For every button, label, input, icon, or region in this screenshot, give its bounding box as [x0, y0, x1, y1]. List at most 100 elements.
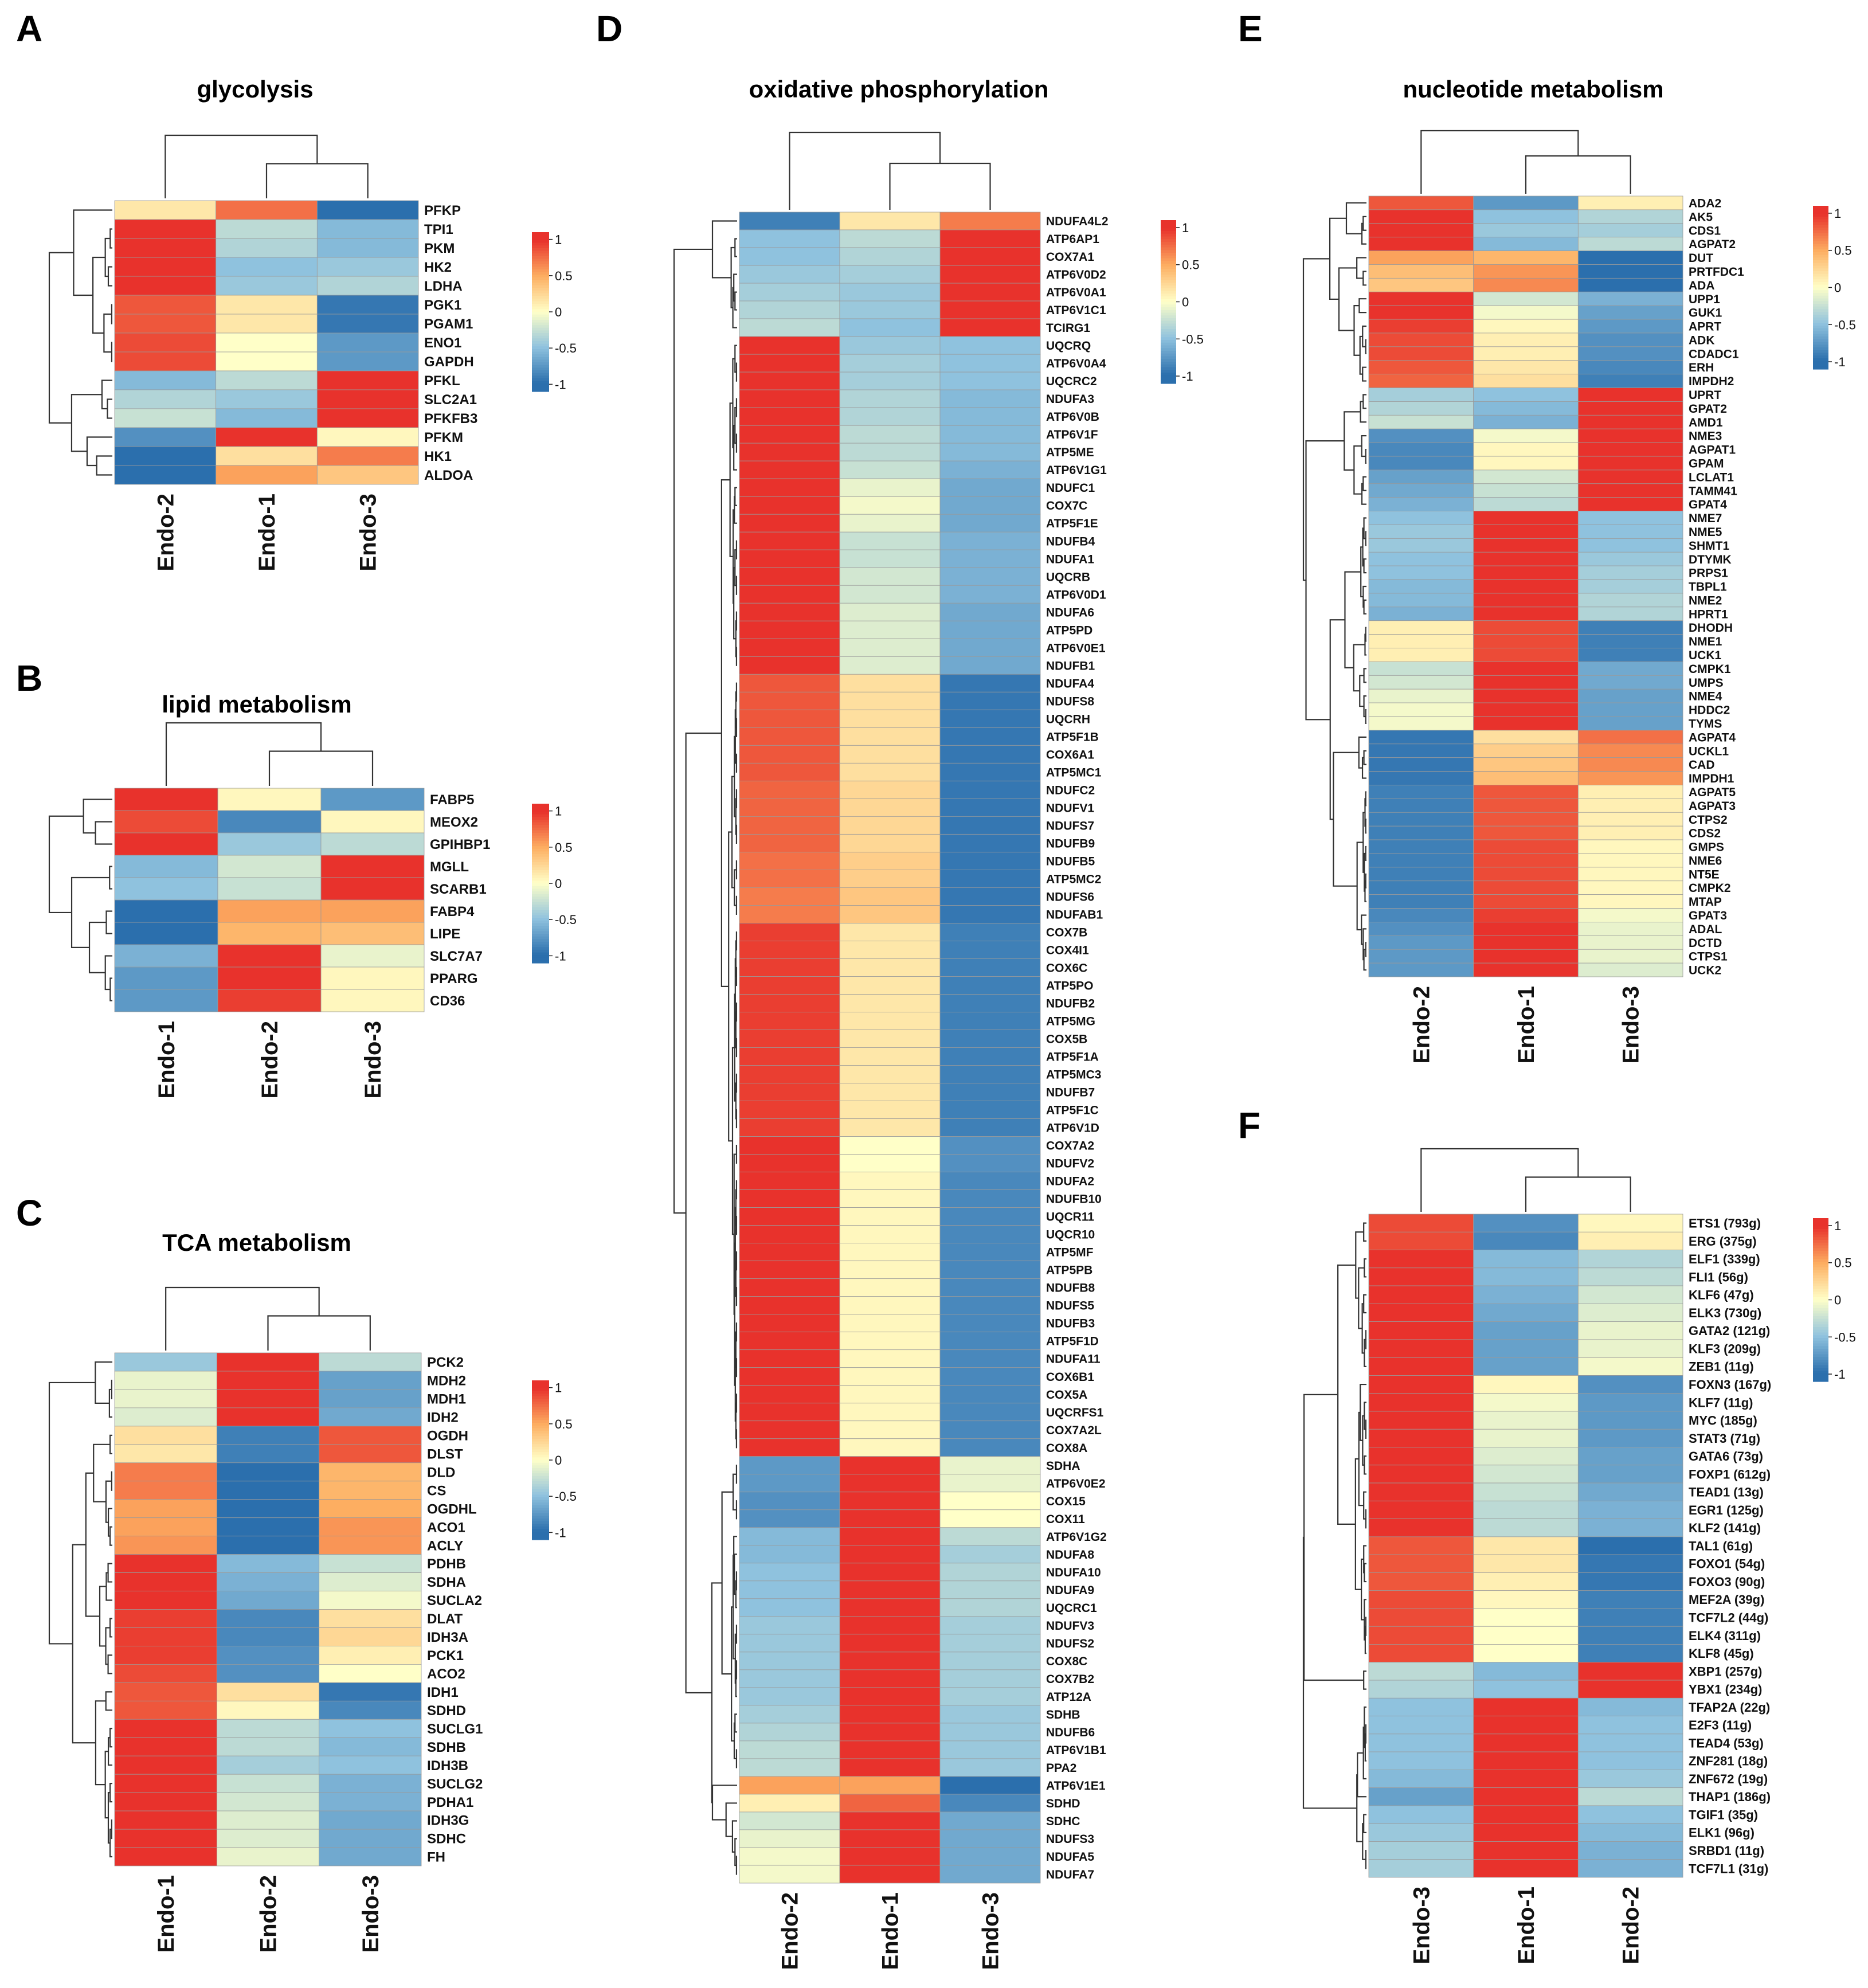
heatmap-cell: [1473, 620, 1579, 635]
row-dendrogram-branch: [1305, 440, 1345, 721]
heatmap-cell: [739, 1278, 840, 1297]
legend-swatch: [532, 349, 549, 353]
heatmap-cell: [216, 238, 318, 258]
legend-swatch: [1813, 287, 1828, 291]
heatmap-cell: [319, 1426, 422, 1445]
heatmap-cell: [216, 1774, 320, 1793]
heatmap-cell: [839, 1474, 941, 1493]
legend-swatch: [532, 1518, 549, 1522]
legend-swatch: [532, 891, 549, 895]
legend-swatch: [532, 359, 549, 363]
column-labels: Endo-1 Endo-2 Endo-3: [154, 1021, 386, 1099]
heatmap-cell: [839, 674, 941, 692]
heatmap-cell: [939, 709, 1041, 728]
heatmap-cell: [739, 620, 840, 639]
row-label: COX7B2: [1046, 1673, 1094, 1686]
row-label: LDHA: [424, 279, 463, 294]
panel-title: TCA metabolism: [162, 1229, 351, 1256]
row-dendrogram-branch: [735, 691, 737, 729]
row-label: ATP6V1C1: [1046, 304, 1106, 317]
row-label: AGPAT2: [1689, 238, 1736, 251]
heatmap-cell: [939, 1811, 1041, 1830]
row-dendrogram-branch: [96, 455, 112, 476]
legend-swatch: [1813, 233, 1828, 236]
heatmap-cell: [739, 247, 840, 266]
heatmap-cell: [114, 408, 217, 428]
heatmap-cell: [839, 1811, 941, 1830]
legend-swatch: [1813, 219, 1828, 223]
heatmap-cell: [316, 257, 419, 277]
legend-swatch: [1161, 345, 1176, 349]
row-label: ADA: [1689, 279, 1715, 292]
heatmap-cell: [114, 295, 217, 315]
row-label: ATP6V0B: [1046, 410, 1099, 424]
col-dendrogram-branch: [165, 1286, 320, 1351]
heatmap-cell: [1368, 360, 1474, 375]
legend-tick-label: -0.5: [1182, 332, 1204, 346]
heatmap-cell: [1577, 1680, 1683, 1699]
legend-swatch: [532, 894, 549, 897]
heatmap-cell: [939, 460, 1041, 479]
legend-swatch: [532, 1452, 549, 1455]
legend-tick-label: 0: [555, 305, 562, 319]
legend-swatch: [1813, 1324, 1828, 1328]
heatmap-cell: [739, 1385, 840, 1404]
row-label: IMPDH1: [1689, 772, 1734, 785]
heatmap-cell: [939, 1474, 1041, 1493]
heatmap-cell: [839, 514, 941, 533]
heatmap-cell: [114, 314, 217, 334]
row-dendrogram-branch: [1302, 1536, 1357, 1809]
heatmap-cell: [739, 1189, 840, 1208]
row-label: ATP5MC2: [1046, 872, 1101, 886]
heatmap-cell: [939, 1456, 1041, 1475]
heatmap-cell: [939, 496, 1041, 515]
legend-swatch: [1813, 1340, 1828, 1344]
legend-swatch: [532, 814, 549, 817]
heatmap-cell: [1473, 277, 1579, 292]
heatmap-cell: [939, 1189, 1041, 1208]
heatmap-cell: [1368, 1626, 1474, 1645]
row-dendrogram-branch: [1363, 1670, 1366, 1690]
heatmap-cell: [319, 1700, 422, 1720]
column-labels: Endo-1 Endo-2 Endo-3: [154, 1875, 383, 1953]
row-label: CDADC1: [1689, 347, 1739, 361]
heatmap-cell: [939, 798, 1041, 817]
heatmap-cell: [216, 332, 318, 353]
row-dendrogram-branch: [734, 1207, 736, 1279]
heatmap-cell: [939, 887, 1041, 906]
row-label: NDUFB5: [1046, 855, 1095, 868]
heatmap-cell: [739, 1367, 840, 1386]
legend-swatch: [1813, 1273, 1828, 1276]
heatmap-cell: [1577, 579, 1683, 594]
legend-swatch: [532, 1484, 549, 1487]
heatmap-cell: [839, 407, 941, 426]
row-label: FH: [427, 1850, 445, 1865]
heatmap-cell: [739, 460, 840, 479]
column-label: Endo-2: [256, 1875, 281, 1953]
heatmap-cell: [1473, 1429, 1579, 1447]
heatmap-cell: [1473, 346, 1579, 361]
heatmap-cell: [1577, 1662, 1683, 1681]
legend-swatch: [532, 1399, 549, 1402]
legend-swatch: [1813, 225, 1828, 228]
heatmap-cell: [216, 1499, 320, 1519]
heatmap-cell: [739, 1847, 840, 1866]
heatmap-cell: [839, 1740, 941, 1759]
heatmap-cell: [1473, 1841, 1579, 1860]
legend-swatch: [532, 256, 549, 259]
row-label: ATP5ME: [1046, 446, 1094, 459]
heatmap-cell: [1368, 291, 1474, 306]
legend-swatch: [1813, 315, 1828, 318]
row-dendrogram-branch: [728, 831, 733, 1142]
heatmap-cell: [216, 1609, 320, 1628]
heatmap-cell: [216, 314, 318, 334]
heatmap-cell: [1368, 634, 1474, 648]
row-dendrogram-branch: [1362, 394, 1366, 409]
heatmap-cell: [939, 1367, 1041, 1386]
legend-swatch: [532, 367, 549, 371]
heatmap-cell: [114, 1444, 217, 1463]
heatmap-cell: [114, 1774, 217, 1793]
heatmap-cell: [739, 923, 840, 941]
dendrograms: [48, 722, 374, 1001]
legend-swatch: [1813, 1308, 1828, 1312]
